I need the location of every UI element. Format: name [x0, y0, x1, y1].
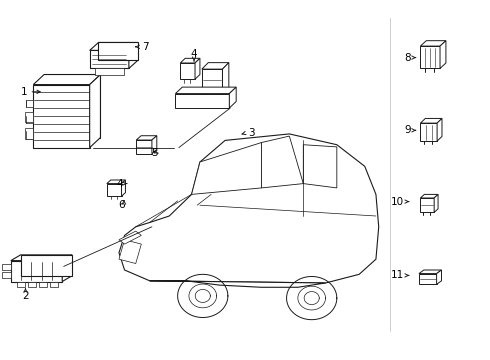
Polygon shape [119, 240, 141, 264]
Text: 10: 10 [391, 197, 404, 207]
Polygon shape [122, 180, 125, 196]
Polygon shape [129, 42, 138, 68]
Bar [2, 272, 11, 278]
Polygon shape [420, 198, 434, 212]
Polygon shape [420, 41, 446, 46]
Polygon shape [175, 87, 236, 94]
Polygon shape [192, 143, 262, 194]
Polygon shape [262, 136, 303, 188]
Polygon shape [434, 194, 438, 212]
Polygon shape [175, 94, 229, 108]
Polygon shape [195, 58, 200, 79]
Polygon shape [62, 255, 72, 282]
Polygon shape [119, 134, 379, 283]
Polygon shape [222, 63, 229, 94]
Polygon shape [107, 184, 122, 196]
Polygon shape [136, 136, 157, 140]
Polygon shape [11, 261, 62, 282]
Polygon shape [152, 136, 157, 154]
Polygon shape [419, 274, 437, 284]
Polygon shape [303, 145, 337, 188]
Polygon shape [420, 46, 440, 68]
Polygon shape [437, 118, 442, 141]
Text: 8: 8 [404, 53, 411, 63]
Polygon shape [107, 180, 125, 184]
Bar [2, 264, 11, 270]
Polygon shape [90, 75, 100, 148]
Text: 1: 1 [20, 87, 27, 97]
Bar [24, 128, 33, 139]
Bar [28, 282, 36, 287]
Polygon shape [437, 270, 441, 284]
Text: 2: 2 [22, 291, 29, 301]
Text: 4: 4 [190, 49, 197, 59]
Text: 6: 6 [119, 200, 125, 210]
Bar [50, 282, 58, 287]
Polygon shape [11, 255, 72, 261]
Bar [39, 282, 47, 287]
Polygon shape [440, 41, 446, 68]
Polygon shape [90, 50, 129, 68]
Polygon shape [21, 255, 72, 276]
Polygon shape [90, 42, 138, 50]
Polygon shape [420, 194, 438, 198]
Polygon shape [44, 75, 100, 138]
Polygon shape [180, 58, 200, 63]
Polygon shape [26, 100, 33, 107]
Polygon shape [136, 140, 152, 154]
Polygon shape [420, 118, 442, 123]
Bar [17, 282, 25, 287]
Polygon shape [202, 69, 222, 94]
Bar [24, 112, 33, 122]
Text: 5: 5 [151, 148, 158, 158]
Text: 3: 3 [248, 128, 255, 138]
Polygon shape [98, 42, 138, 60]
Polygon shape [33, 85, 90, 148]
Polygon shape [119, 231, 141, 244]
Polygon shape [26, 131, 33, 139]
Polygon shape [202, 63, 229, 69]
Polygon shape [419, 270, 441, 274]
Polygon shape [180, 63, 195, 79]
Polygon shape [150, 281, 326, 287]
Text: 4: 4 [117, 179, 123, 189]
Text: 7: 7 [142, 42, 149, 52]
Polygon shape [33, 75, 100, 85]
Bar [95, 68, 124, 75]
Text: 11: 11 [391, 270, 404, 280]
Polygon shape [420, 123, 437, 141]
Text: 9: 9 [404, 125, 411, 135]
Polygon shape [229, 87, 236, 108]
Polygon shape [26, 116, 33, 123]
